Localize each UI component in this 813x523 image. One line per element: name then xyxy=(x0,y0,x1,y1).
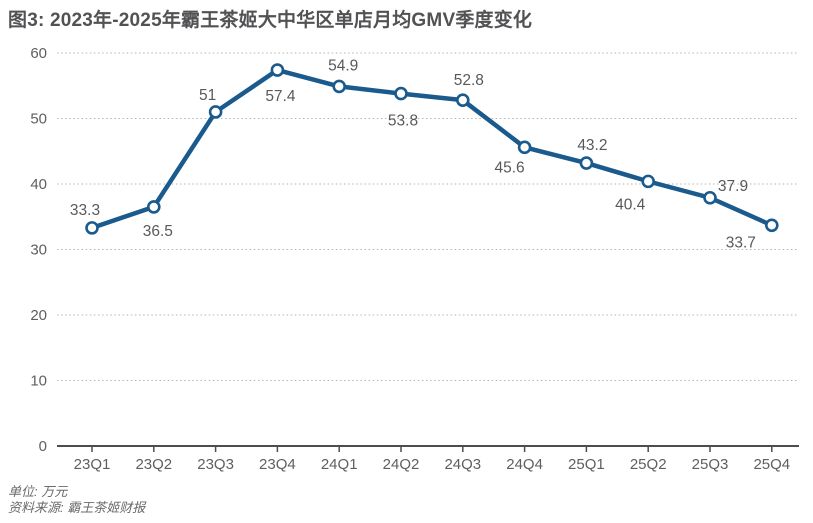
footnotes: 单位: 万元 资料来源: 霸王茶姬财报 xyxy=(8,484,145,516)
y-axis-tick-label: 40 xyxy=(30,176,47,193)
data-point-marker xyxy=(703,190,717,205)
y-axis-tick-label: 10 xyxy=(30,373,47,390)
x-axis-tick-label: 23Q4 xyxy=(259,456,296,473)
x-axis-tick-label: 25Q1 xyxy=(568,456,605,473)
x-axis-tick-label: 25Q3 xyxy=(692,456,729,473)
y-axis-tick-label: 0 xyxy=(39,438,47,455)
data-point-marker xyxy=(332,79,347,94)
series-line xyxy=(89,67,775,231)
data-point-label: 33.3 xyxy=(70,202,100,219)
unit-note: 单位: 万元 xyxy=(8,484,68,499)
y-axis-tick-label: 30 xyxy=(30,242,47,259)
data-point-label: 40.4 xyxy=(615,196,646,213)
data-point-label: 54.9 xyxy=(328,57,358,74)
data-point-label: 45.6 xyxy=(495,159,525,176)
x-axis-tick-label: 23Q1 xyxy=(74,456,111,473)
x-axis-tick-label: 25Q2 xyxy=(630,456,667,473)
data-point-label: 33.7 xyxy=(726,234,756,251)
data-point-marker xyxy=(455,93,470,107)
x-axis-tick-label: 25Q4 xyxy=(753,456,790,473)
data-point-label: 51 xyxy=(199,87,216,104)
source-note: 资料来源: 霸王茶姬财报 xyxy=(8,500,146,515)
data-point-label: 57.4 xyxy=(265,88,296,105)
data-point-label: 53.8 xyxy=(388,113,418,130)
y-axis-tick-label: 50 xyxy=(30,111,47,128)
y-axis-tick-label: 60 xyxy=(30,45,47,62)
data-point-marker xyxy=(764,218,779,233)
x-axis-tick-label: 24Q2 xyxy=(383,456,420,473)
data-point-marker xyxy=(579,156,594,170)
x-axis-tick-label: 23Q3 xyxy=(197,456,234,473)
data-point-label: 37.9 xyxy=(718,178,748,195)
chart-title: 图3: 2023年-2025年霸王茶姬大中华区单店月均GMV季度变化 xyxy=(8,10,533,31)
data-point-marker xyxy=(394,86,408,101)
data-point-marker xyxy=(270,63,285,77)
x-axis-tick-label: 23Q2 xyxy=(135,456,172,473)
x-axis-tick-label: 24Q4 xyxy=(506,456,543,473)
data-point-marker xyxy=(85,221,99,235)
data-point-label: 43.2 xyxy=(577,137,607,154)
x-axis-tick-label: 24Q3 xyxy=(444,456,481,473)
data-point-marker xyxy=(517,140,532,155)
y-axis-tick-label: 20 xyxy=(30,307,47,324)
data-point-label: 52.8 xyxy=(454,72,484,89)
data-point-marker xyxy=(208,105,223,119)
x-axis-tick-label: 24Q1 xyxy=(321,456,358,473)
data-point-label: 36.5 xyxy=(143,223,173,240)
data-point-marker xyxy=(147,200,161,214)
data-point-marker xyxy=(641,174,656,189)
